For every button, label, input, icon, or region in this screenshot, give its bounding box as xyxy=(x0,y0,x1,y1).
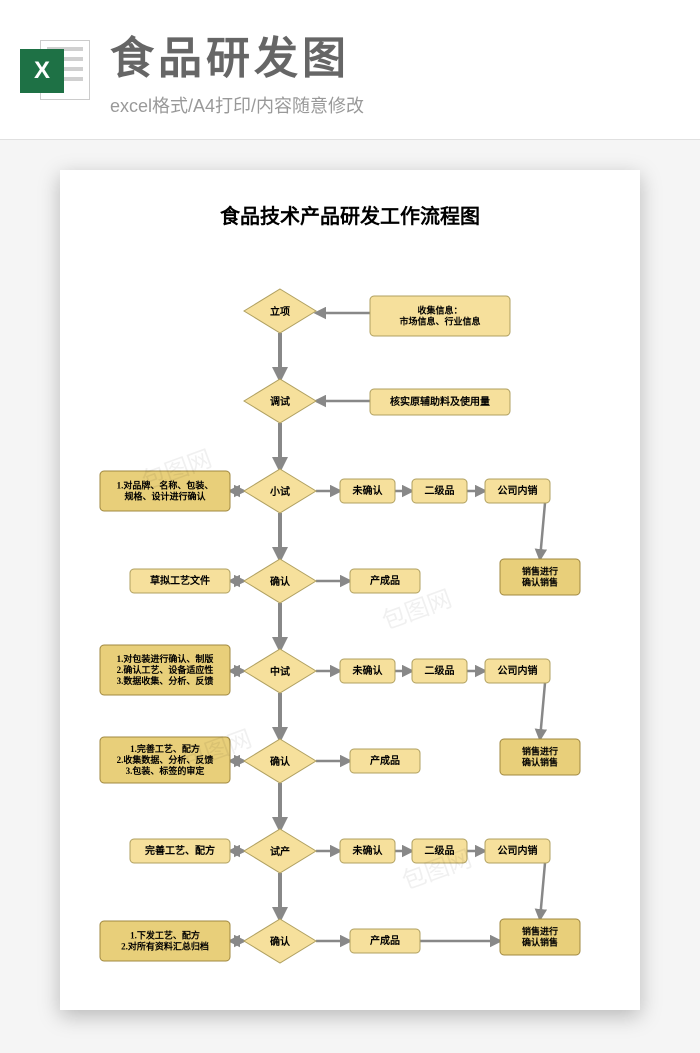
page-header: X 食品研发图 excel格式/A4打印/内容随意修改 xyxy=(0,0,700,140)
box-label: 规格、设计进行确认 xyxy=(124,491,206,502)
excel-icon-letter: X xyxy=(20,49,64,93)
box-label: 3.数据收集、分析、反馈 xyxy=(117,675,214,686)
box-label: 未确认 xyxy=(352,844,384,857)
arrow xyxy=(540,863,545,919)
diamond-label: 确认 xyxy=(270,755,291,768)
box-label: 核实原辅助料及使用量 xyxy=(390,395,490,408)
box-label: 收集信息： xyxy=(417,305,462,316)
box-label: 草拟工艺文件 xyxy=(150,574,210,587)
box-label: 市场信息、行业信息 xyxy=(399,316,480,327)
diamond-label: 确认 xyxy=(270,935,291,948)
box-label: 公司内销 xyxy=(498,484,538,497)
box-label: 销售进行 xyxy=(522,926,558,937)
diamond-label: 试产 xyxy=(270,845,290,858)
box-label: 产成品 xyxy=(370,754,400,767)
diamond-label: 小试 xyxy=(269,485,290,498)
box-label: 产成品 xyxy=(370,934,400,947)
box-label: 2.收集数据、分析、反馈 xyxy=(117,754,214,765)
box-label: 销售进行 xyxy=(522,746,558,757)
box-label: 产成品 xyxy=(370,574,400,587)
header-subtitle: excel格式/A4打印/内容随意修改 xyxy=(110,92,680,118)
box-label: 未确认 xyxy=(352,484,384,497)
diamond-label: 立项 xyxy=(270,305,290,318)
flowchart: 立项调试小试确认中试确认试产确认 收集信息：市场信息、行业信息核实原辅助料及使用… xyxy=(80,241,620,1001)
box-label: 3.包装、标签的审定 xyxy=(126,765,206,776)
arrow xyxy=(540,683,545,739)
box-label: 二级品 xyxy=(425,484,455,497)
box-label: 1.完善工艺、配方 xyxy=(130,743,200,754)
diamond-label: 中试 xyxy=(270,665,290,678)
diamond-label: 确认 xyxy=(270,575,291,588)
chart-title: 食品技术产品研发工作流程图 xyxy=(80,200,620,229)
box-label: 公司内销 xyxy=(498,844,538,857)
diamond-label: 调试 xyxy=(270,395,290,408)
box-label: 未确认 xyxy=(352,664,384,677)
box-label: 1.对包装进行确认、制版 xyxy=(117,653,214,664)
box-label: 销售进行 xyxy=(522,566,558,577)
box-label: 公司内销 xyxy=(498,664,538,677)
box-label: 确认销售 xyxy=(522,577,558,588)
excel-icon: X xyxy=(20,35,90,105)
header-title: 食品研发图 xyxy=(110,22,680,86)
arrow xyxy=(540,503,545,559)
box-label: 确认销售 xyxy=(522,757,558,768)
box-label: 确认销售 xyxy=(522,937,558,948)
box-label: 完善工艺、配方 xyxy=(145,844,215,857)
box-label: 1.下发工艺、配方 xyxy=(130,930,200,941)
box-label: 二级品 xyxy=(425,844,455,857)
box-label: 二级品 xyxy=(425,664,455,677)
document-preview: 食品技术产品研发工作流程图 立项调试小试确认中试确认试产确认 收集信息：市场信息… xyxy=(60,170,640,1010)
box-label: 1.对品牌、名称、包装、 xyxy=(117,480,214,491)
header-text: 食品研发图 excel格式/A4打印/内容随意修改 xyxy=(110,22,680,118)
box-label: 2.确认工艺、设备适应性 xyxy=(117,664,214,675)
box-label: 2.对所有资料汇总归档 xyxy=(121,941,209,952)
